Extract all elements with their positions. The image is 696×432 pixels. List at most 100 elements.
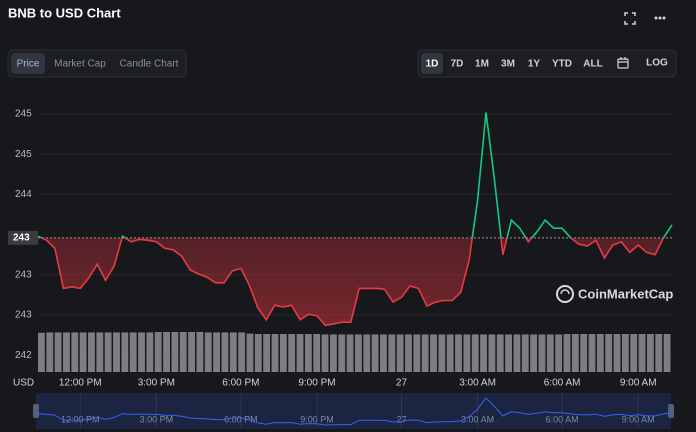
volume-bar [196, 332, 204, 372]
range-button[interactable]: 1D [426, 59, 439, 70]
x-tick-label: 6:00 AM [544, 378, 581, 389]
volume-bar [630, 334, 638, 372]
range-button[interactable]: 1Y [528, 59, 541, 70]
log-button[interactable]: LOG [646, 58, 668, 69]
navigator-line [37, 397, 673, 426]
volume-bar [380, 334, 387, 372]
volume-bar [530, 334, 538, 372]
navigator-label: 3:00 PM [140, 414, 174, 424]
volume-bar [646, 334, 654, 372]
volume-bar [405, 334, 412, 372]
watermark: CoinMarketCap [556, 285, 673, 303]
y-tick-label: 244 [15, 189, 32, 200]
volume-bar [513, 334, 521, 372]
volume-bar [363, 334, 371, 372]
volume-bar [655, 334, 663, 372]
volume-bar [46, 332, 54, 372]
calendar-icon[interactable] [617, 57, 629, 69]
range-button[interactable]: ALL [583, 59, 602, 70]
active-view [11, 53, 45, 74]
range-switch [417, 49, 677, 78]
range-button[interactable]: 7D [451, 59, 464, 70]
volume-bar [38, 332, 45, 372]
volume-bar [121, 332, 129, 372]
volume-bar [288, 334, 296, 372]
range-button[interactable]: 3M [501, 59, 515, 70]
volume-bar [588, 334, 596, 372]
volume-bar [271, 334, 279, 372]
volume-bar [613, 334, 621, 372]
view-button[interactable]: Price [17, 59, 40, 70]
volume-bar [346, 334, 354, 372]
plot-area: 245 245 244 243 243 242 243 12:00 PM 3:00 PM 6:00… [8, 109, 673, 389]
x-tick-label: 27 [396, 378, 408, 389]
volume-bar [138, 332, 145, 372]
x-tick-label: 3:00 PM [138, 378, 175, 389]
volume-bar [430, 334, 437, 372]
x-tick-label: 12:00 PM [59, 378, 102, 389]
navigator-label: 9:00 AM [622, 414, 655, 424]
view-button[interactable]: Candle Chart [120, 59, 179, 70]
x-tick-label: 9:00 PM [298, 378, 335, 389]
volume-bar [104, 332, 112, 372]
volume-bar [580, 334, 588, 372]
fullscreen-icon[interactable] [624, 12, 636, 25]
navigator-label: 6:00 AM [546, 414, 579, 424]
volume-bar [621, 334, 629, 372]
navigator-handle[interactable] [33, 404, 39, 418]
y-tick-label: 245 [15, 149, 32, 160]
volume-bar [204, 332, 212, 372]
volume-bar [146, 332, 154, 372]
volume-bar [96, 332, 104, 372]
range-button[interactable]: YTD [552, 59, 572, 70]
volume-bar [605, 334, 613, 372]
volume-bar [329, 334, 337, 372]
volume-bar [538, 334, 546, 372]
volume-bar [304, 334, 312, 372]
volume-bar [555, 334, 563, 372]
volume-bar [163, 332, 170, 372]
volume-bar [371, 334, 379, 372]
range-button[interactable]: 1M [475, 59, 489, 70]
navigator-handle[interactable] [668, 404, 674, 418]
volume-bar [313, 334, 321, 372]
navigator-label: 6:00 PM [224, 414, 258, 424]
volume-bar [488, 334, 496, 372]
more-icon[interactable] [654, 16, 666, 20]
volume-bar [171, 332, 179, 372]
volume-bar [79, 332, 87, 372]
volume-bar [596, 334, 604, 372]
volume-bar [296, 334, 304, 372]
volume-bar [413, 334, 421, 372]
volume-bar [213, 332, 221, 372]
volume-bar [63, 332, 70, 372]
volume-bar [663, 334, 671, 372]
volume-bar [438, 334, 446, 372]
view-button[interactable]: Market Cap [54, 59, 106, 70]
volume-bar [238, 332, 246, 372]
volume-bar [421, 334, 429, 372]
volume-bar [154, 332, 162, 372]
volume-bar [355, 334, 362, 372]
volume-bar [188, 332, 195, 372]
navigator-label: 12:00 PM [61, 414, 100, 424]
volume-bar [229, 332, 237, 372]
volume-bar [54, 332, 62, 372]
volume-bar [455, 334, 462, 372]
y-tick-label: 243 [15, 269, 32, 280]
volume-bar [505, 334, 512, 372]
view-switch [7, 49, 187, 78]
navigator-label: 3:00 AM [461, 414, 494, 424]
volume-bar [546, 334, 554, 372]
price-marker [8, 230, 38, 245]
volume-bar [338, 334, 346, 372]
volume-bar [463, 334, 471, 372]
volume-bar [246, 333, 254, 372]
price-area [38, 237, 672, 326]
y-axis-unit: USD [13, 378, 34, 389]
volume-bar [321, 334, 329, 372]
volume-bar [396, 334, 404, 372]
volume-bar [388, 334, 396, 372]
volume-bar [129, 332, 137, 372]
